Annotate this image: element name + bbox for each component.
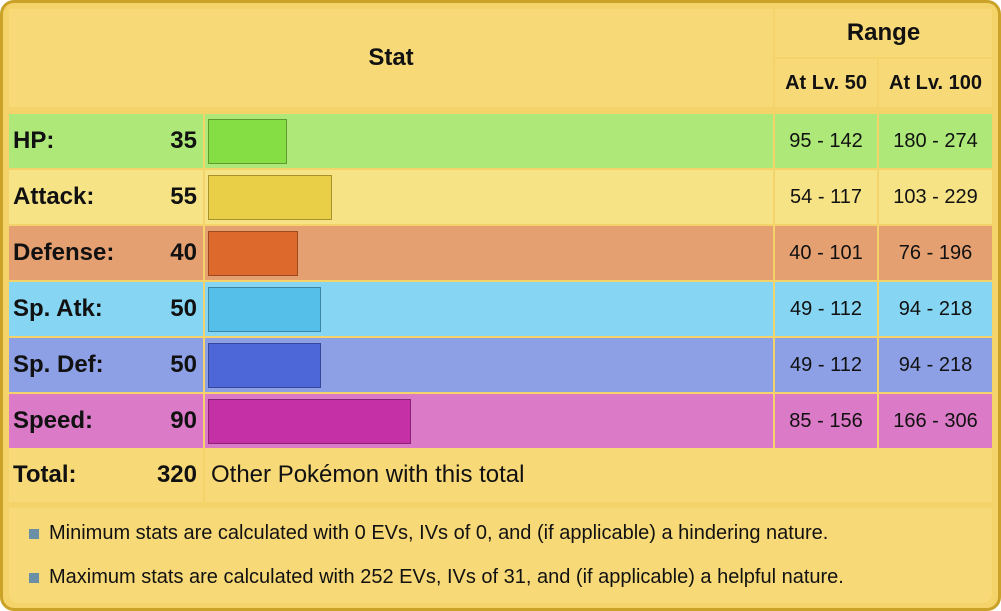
lv50-header: At Lv. 50 xyxy=(775,59,877,107)
stat-row-attack: Attack: 55 xyxy=(9,170,203,224)
total-label: Total: xyxy=(13,461,77,488)
stat-name: Attack: xyxy=(13,183,95,210)
lv100-header: At Lv. 100 xyxy=(879,59,992,107)
stat-row-spdef: Sp. Def: 50 xyxy=(9,338,203,392)
stat-value: 90 xyxy=(170,407,197,434)
range-lv100: 94 - 218 xyxy=(879,338,992,392)
stat-bar-cell xyxy=(205,226,773,280)
note-min-text: Minimum stats are calculated with 0 EVs,… xyxy=(49,522,829,544)
stat-header: Stat xyxy=(9,9,773,107)
range-lv100: 180 - 274 xyxy=(879,114,992,168)
bullet-icon xyxy=(29,572,39,583)
stat-bar-cell xyxy=(205,170,773,224)
range-lv50: 54 - 117 xyxy=(775,170,877,224)
notes-box: Minimum stats are calculated with 0 EVs,… xyxy=(9,508,992,603)
stat-value: 35 xyxy=(170,127,197,154)
range-lv100: 103 - 229 xyxy=(879,170,992,224)
note-max: Maximum stats are calculated with 252 EV… xyxy=(29,566,844,589)
other-pokemon-link[interactable]: Other Pokémon with this total xyxy=(211,461,525,488)
stat-value: 55 xyxy=(170,183,197,210)
stat-bar-cell xyxy=(205,394,773,448)
stat-bar-cell xyxy=(205,338,773,392)
stat-row-speed: Speed: 90 xyxy=(9,394,203,448)
stat-bar-cell xyxy=(205,282,773,336)
stat-name: Defense: xyxy=(13,239,115,266)
stat-name: Speed: xyxy=(13,407,94,434)
stat-bar xyxy=(208,119,287,164)
range-lv50: 49 - 112 xyxy=(775,282,877,336)
range-lv50: 85 - 156 xyxy=(775,394,877,448)
stat-bar-cell xyxy=(205,114,773,168)
stat-name: Sp. Def: xyxy=(13,351,104,378)
range-lv50: 40 - 101 xyxy=(775,226,877,280)
stat-name: HP: xyxy=(13,127,55,154)
stat-row-defense: Defense: 40 xyxy=(9,226,203,280)
range-lv100: 76 - 196 xyxy=(879,226,992,280)
stat-bar xyxy=(208,231,298,276)
range-lv100: 94 - 218 xyxy=(879,282,992,336)
total-link-cell: Other Pokémon with this total xyxy=(205,448,992,502)
total-value: 320 xyxy=(156,461,197,488)
stat-row-hp: HP: 35 xyxy=(9,114,203,168)
range-lv50: 95 - 142 xyxy=(775,114,877,168)
note-min: Minimum stats are calculated with 0 EVs,… xyxy=(29,522,828,545)
stat-value: 50 xyxy=(170,295,197,322)
range-header: Range xyxy=(775,9,992,57)
stat-bar xyxy=(208,399,411,444)
range-lv50: 49 - 112 xyxy=(775,338,877,392)
bullet-icon xyxy=(29,528,39,539)
stat-bar xyxy=(208,343,321,388)
range-lv100: 166 - 306 xyxy=(879,394,992,448)
total-label-cell: Total: 320 xyxy=(9,448,203,502)
stat-bar xyxy=(208,175,332,220)
stat-value: 50 xyxy=(170,351,197,378)
stat-value: 40 xyxy=(170,239,197,266)
stat-row-spatk: Sp. Atk: 50 xyxy=(9,282,203,336)
stat-bar xyxy=(208,287,321,332)
stat-name: Sp. Atk: xyxy=(13,295,103,322)
note-max-text: Maximum stats are calculated with 252 EV… xyxy=(49,566,844,588)
